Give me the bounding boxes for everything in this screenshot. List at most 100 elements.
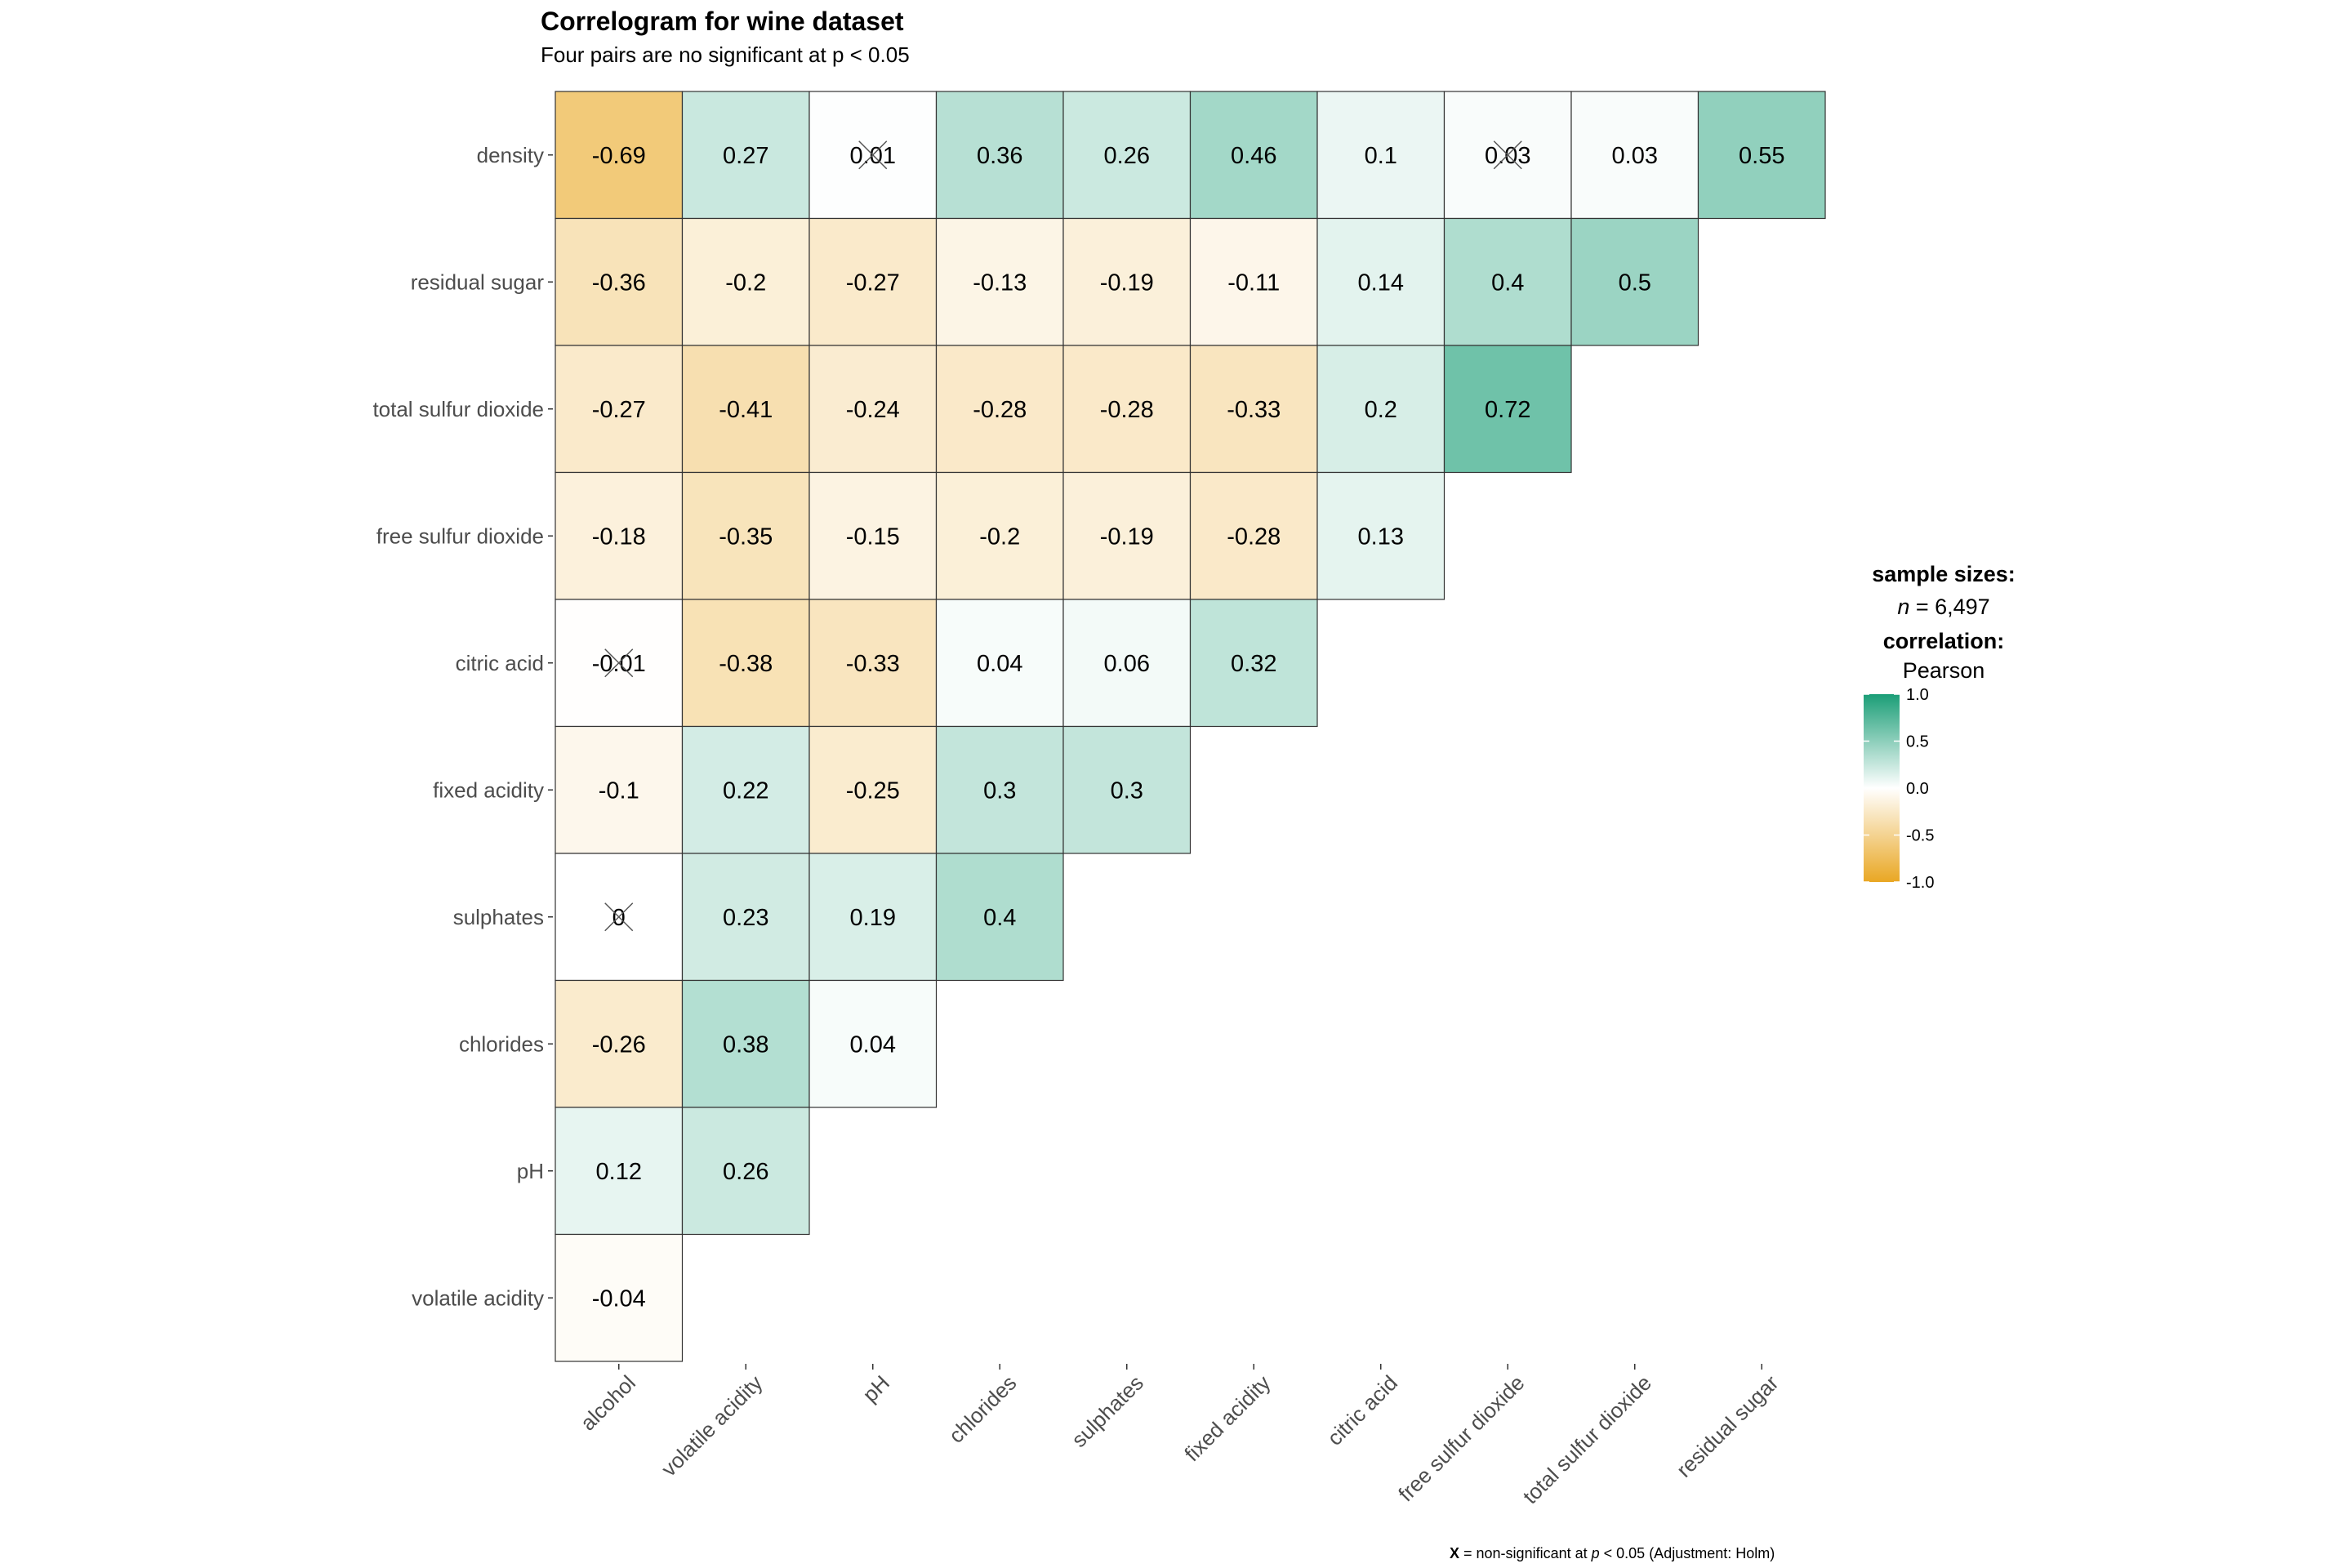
x-tick-label: free sulfur dioxide <box>1393 1370 1529 1506</box>
cell-value-label: 0.04 <box>977 651 1022 677</box>
heatmap-cell <box>808 979 938 1108</box>
y-tick-label: free sulfur dioxide <box>376 523 544 548</box>
cell-value-label: 0.26 <box>723 1159 768 1185</box>
heatmap-cell <box>808 345 938 474</box>
heatmap-cell <box>1062 217 1192 346</box>
colorbar-tick-label: 0.0 <box>1906 780 1929 798</box>
cell-value-label: 0.3 <box>983 777 1016 804</box>
heatmap-cell <box>555 217 684 346</box>
heatmap-cell <box>935 91 1064 220</box>
cell-value-label: -0.36 <box>592 270 646 296</box>
cell-value-label: 0.14 <box>1358 270 1404 296</box>
heatmap-cell <box>1189 599 1318 728</box>
cell-value-label: 0.27 <box>723 143 768 169</box>
heatmap-cell <box>935 725 1064 854</box>
cell-value-label: 0.72 <box>1485 397 1530 423</box>
heatmap-cell <box>681 979 810 1108</box>
cell-value-label: 0.2 <box>1365 397 1397 423</box>
cell-value-label: -0.27 <box>846 270 900 296</box>
cell-value-label: 0.04 <box>850 1031 896 1058</box>
colorbar-tick-label: 0.5 <box>1906 733 1929 751</box>
heatmap-cell <box>935 345 1064 474</box>
colorbar-tick-label: -0.5 <box>1906 827 1934 845</box>
cell-value-label: 0.1 <box>1365 143 1397 169</box>
heatmap-cell <box>681 217 810 346</box>
caption-p: p <box>1591 1545 1600 1561</box>
heatmap-cell <box>1189 91 1318 220</box>
cell-value-label: 0.46 <box>1231 143 1276 169</box>
heatmap-cell <box>1570 91 1699 220</box>
non-significant-cross <box>1493 140 1522 170</box>
heatmap-cell <box>1443 217 1572 346</box>
heatmap-cell <box>1316 345 1446 474</box>
cell-value-label: -0.13 <box>973 270 1027 296</box>
cell-value-label: -0.69 <box>592 143 646 169</box>
colorbar-tick-label: 1.0 <box>1906 686 1929 704</box>
non-significant-cross <box>604 648 634 678</box>
x-tick-label: residual sugar <box>1672 1370 1784 1482</box>
heatmap-cell <box>808 853 938 982</box>
heatmap-cell <box>1316 471 1446 600</box>
heatmap-cell <box>555 1233 684 1362</box>
cell-value-label: -0.33 <box>1227 397 1281 423</box>
x-tick-label: fixed acidity <box>1179 1370 1275 1466</box>
x-tick-label: pH <box>858 1370 894 1407</box>
y-tick-label: pH <box>517 1159 544 1183</box>
y-tick-label: residual sugar <box>411 270 545 294</box>
cell-value-label: -0.28 <box>973 397 1027 423</box>
cell-value-label: 0.03 <box>1612 143 1658 169</box>
heatmap-cell <box>555 979 684 1108</box>
cell-value-label: -0.04 <box>592 1285 646 1312</box>
caption-text-before: = non-significant at <box>1459 1545 1592 1561</box>
heatmap-cell <box>1062 725 1192 854</box>
cell-value-label: -0.2 <box>725 270 766 296</box>
heatmap-cell <box>935 217 1064 346</box>
cell-value-label: -0.28 <box>1227 523 1281 550</box>
heatmap-cell <box>1062 91 1192 220</box>
legend-sample-title: sample sizes: <box>1872 562 2016 586</box>
heatmap-cell <box>1697 91 1826 220</box>
x-tick-label: alcohol <box>576 1370 640 1435</box>
cell-value-label: 0.26 <box>1104 143 1150 169</box>
cell-value-label: 0.12 <box>596 1159 642 1185</box>
heatmap-cell <box>1189 217 1318 346</box>
y-tick-label: density <box>477 143 544 167</box>
heatmap-cell <box>808 217 938 346</box>
colorbar: 1.0 0.5 0.0 -0.5 -1.0 <box>1864 686 1934 892</box>
cell-value-label: 0.5 <box>1619 270 1651 296</box>
cell-value-label: 0.32 <box>1231 651 1276 677</box>
legend-corr-title: correlation: <box>1882 629 2005 653</box>
y-tick-label: sulphates <box>453 905 544 929</box>
y-tick-label: volatile acidity <box>412 1285 544 1310</box>
y-axis: density residual sugar total sulfur dioxid… <box>372 143 553 1310</box>
cell-value-label: 0.38 <box>723 1031 768 1058</box>
heatmap-cell <box>808 725 938 854</box>
legend-n-value: = 6,497 <box>1909 595 1990 619</box>
y-tick-label: fixed acidity <box>433 777 544 802</box>
caption-marker: X <box>1450 1545 1460 1561</box>
x-tick-label: citric acid <box>1322 1370 1402 1450</box>
heatmap-cell <box>681 1107 810 1236</box>
legend-sample-size: n = 6,497 <box>1797 595 2091 620</box>
cell-value-label: 0.13 <box>1358 523 1404 550</box>
heatmap-cell <box>681 853 810 982</box>
cell-value-label: -0.24 <box>846 397 900 423</box>
cell-value-label: 0.3 <box>1111 777 1143 804</box>
heatmap-cell <box>1062 471 1192 600</box>
cell-value-label: -0.2 <box>979 523 1020 550</box>
legend-n-label: n <box>1897 595 1910 619</box>
heatmap-cell <box>1570 217 1699 346</box>
caption: X = non-significant at p < 0.05 (Adjustm… <box>1450 1545 1775 1562</box>
cell-value-label: -0.28 <box>1100 397 1154 423</box>
cell-value-label: -0.1 <box>599 777 639 804</box>
heatmap-cell <box>808 599 938 728</box>
cell-value-label: -0.27 <box>592 397 646 423</box>
x-tick-label: volatile acidity <box>657 1370 768 1481</box>
y-tick-label: citric acid <box>456 651 544 675</box>
caption-text-after: < 0.05 (Adjustment: Holm) <box>1599 1545 1775 1561</box>
cell-value-label: -0.11 <box>1227 270 1280 296</box>
chart-subtitle: Four pairs are no significant at p < 0.0… <box>541 42 910 67</box>
cell-value-label: -0.41 <box>719 397 773 423</box>
y-tick-label: chlorides <box>459 1031 544 1056</box>
